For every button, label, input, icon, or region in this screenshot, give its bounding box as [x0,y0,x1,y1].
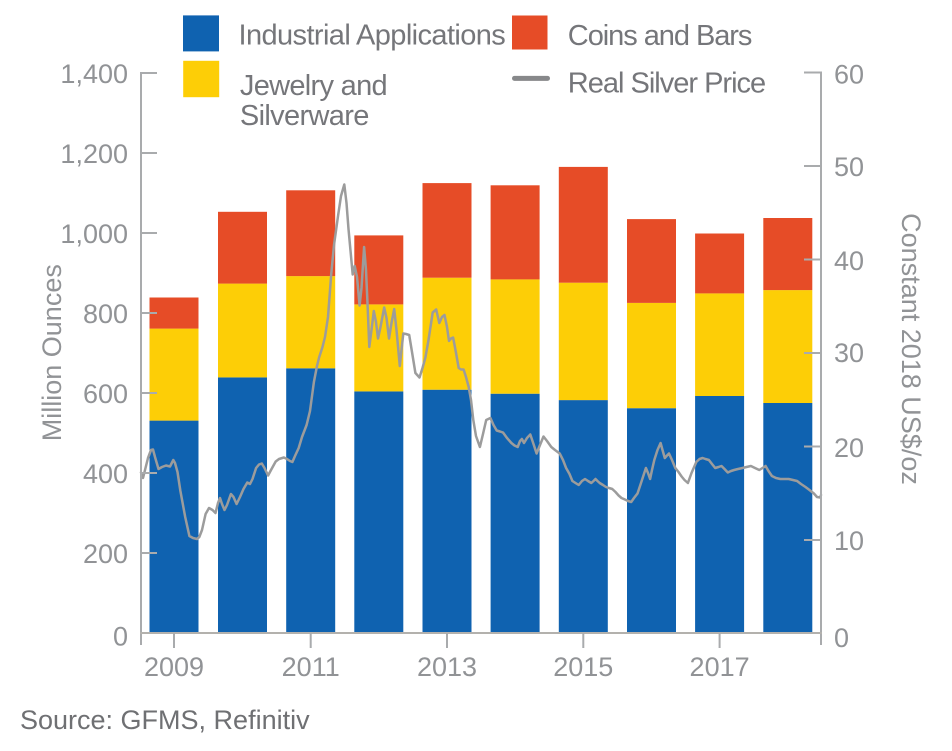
svg-text:Jewelry and: Jewelry and [240,70,387,102]
svg-text:400: 400 [83,459,128,489]
svg-text:2009: 2009 [144,652,204,682]
svg-text:Real Silver Price: Real Silver Price [568,68,765,100]
svg-text:2013: 2013 [417,652,477,682]
svg-text:200: 200 [83,539,128,569]
svg-text:2011: 2011 [282,652,340,682]
svg-text:10: 10 [834,526,864,556]
svg-text:Source: GFMS, Refinitiv: Source: GFMS, Refinitiv [20,705,310,735]
svg-text:600: 600 [83,379,128,409]
svg-text:30: 30 [834,338,864,368]
svg-text:0: 0 [113,622,128,652]
svg-text:Constant 2018 US$/oz: Constant 2018 US$/oz [896,213,926,485]
svg-text:2017: 2017 [690,652,750,682]
svg-text:Million Ounces: Million Ounces [37,264,67,441]
svg-text:40: 40 [834,246,864,276]
svg-text:1,000: 1,000 [60,219,128,249]
svg-text:800: 800 [83,299,128,329]
svg-text:2015: 2015 [553,652,613,682]
svg-text:Silverware: Silverware [240,100,369,132]
svg-text:Industrial Applications: Industrial Applications [239,20,506,52]
svg-text:1,400: 1,400 [60,59,128,89]
svg-text:Coins and Bars: Coins and Bars [568,20,752,52]
svg-text:60: 60 [834,60,864,90]
svg-text:0: 0 [834,623,849,653]
svg-text:20: 20 [834,433,864,463]
svg-text:50: 50 [834,152,864,182]
svg-text:1,200: 1,200 [60,139,128,169]
